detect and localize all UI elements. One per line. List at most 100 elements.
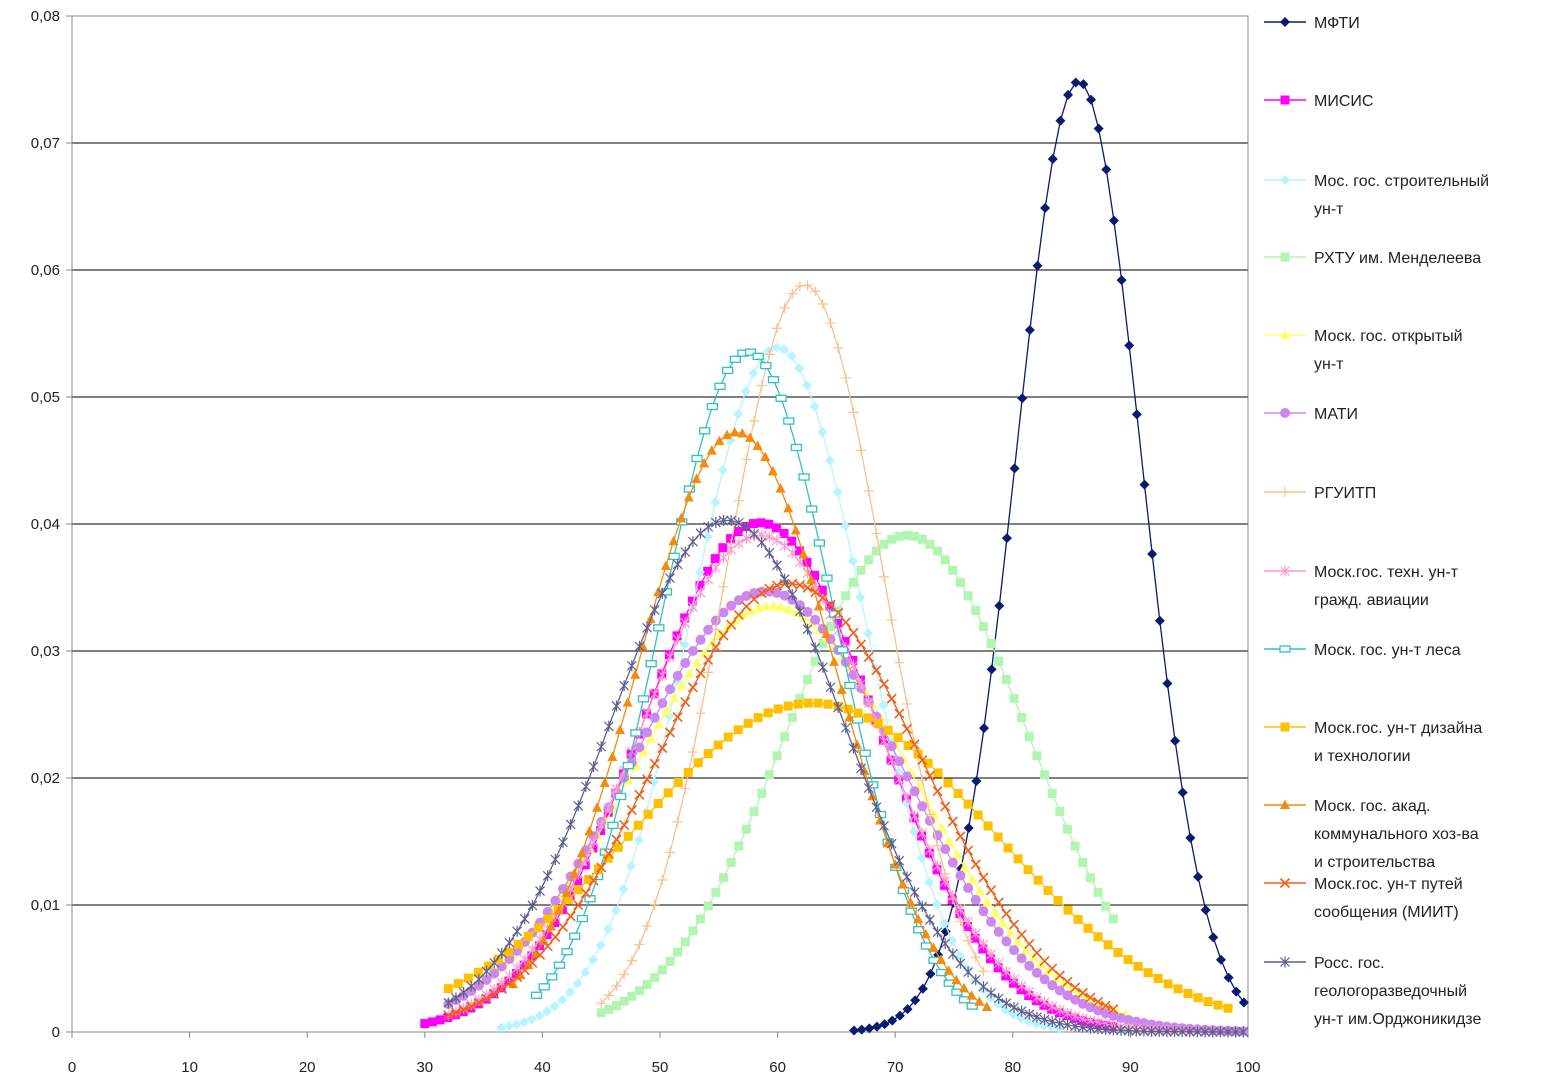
data-point	[649, 688, 660, 700]
data-point	[649, 758, 660, 769]
data-point	[943, 778, 953, 788]
data-point	[618, 884, 629, 895]
data-point	[1040, 203, 1051, 214]
series-6	[596, 280, 989, 1009]
data-point	[713, 740, 723, 750]
data-point	[940, 801, 951, 812]
data-point	[947, 857, 958, 868]
data-point	[760, 361, 772, 370]
data-point	[588, 875, 599, 886]
data-point	[978, 966, 989, 977]
y-tick-label: 0,08	[31, 8, 60, 25]
data-point	[1017, 712, 1027, 722]
data-point	[1203, 997, 1213, 1007]
data-point	[836, 684, 847, 694]
data-point	[684, 668, 695, 678]
data-point	[1115, 1012, 1126, 1023]
data-point	[963, 935, 974, 946]
data-point	[557, 921, 569, 932]
legend-label: гражд. авиации	[1314, 592, 1429, 609]
data-point	[503, 1021, 514, 1032]
data-point	[1031, 967, 1042, 978]
data-point	[794, 363, 805, 374]
data-point	[1124, 340, 1135, 351]
data-point	[572, 978, 583, 989]
data-point	[542, 1006, 553, 1017]
data-point	[688, 536, 698, 548]
data-point	[840, 372, 851, 383]
data-point	[550, 918, 560, 928]
data-point	[1054, 970, 1065, 981]
data-point	[718, 552, 729, 564]
data-point	[1001, 936, 1012, 947]
data-point	[710, 497, 721, 508]
data-point	[737, 427, 748, 438]
data-point	[1085, 1002, 1096, 1013]
data-point	[944, 836, 955, 846]
data-point	[958, 982, 969, 993]
x-tick-label: 10	[181, 1059, 198, 1076]
data-point	[768, 600, 779, 611]
data-point	[817, 426, 828, 437]
legend-swatch-marker	[1280, 487, 1290, 497]
series-line	[448, 583, 1114, 1016]
data-point	[703, 521, 714, 533]
data-point	[435, 1015, 445, 1025]
data-point	[680, 658, 691, 669]
x-tick-label: 90	[1122, 1059, 1139, 1076]
data-point	[978, 981, 989, 993]
data-point	[856, 639, 867, 650]
data-point	[710, 615, 721, 626]
data-point	[764, 531, 775, 543]
data-point	[1161, 1026, 1172, 1038]
data-point	[1063, 89, 1074, 100]
data-point	[1073, 914, 1083, 924]
data-point	[723, 732, 733, 742]
data-point	[1009, 693, 1019, 703]
data-point	[611, 700, 622, 712]
data-point	[909, 826, 920, 837]
data-point	[657, 587, 668, 599]
data-point	[473, 967, 483, 977]
data-point	[764, 519, 774, 529]
data-point	[1108, 1024, 1119, 1036]
x-tick-label: 40	[534, 1059, 551, 1076]
data-point	[806, 574, 817, 584]
data-point	[569, 932, 581, 940]
data-point	[971, 776, 982, 787]
data-point	[1003, 843, 1013, 853]
data-point	[897, 878, 908, 889]
data-point	[871, 665, 882, 676]
x-tick-label: 30	[416, 1059, 433, 1076]
data-point	[951, 974, 962, 985]
data-point	[779, 573, 790, 585]
data-point	[626, 660, 637, 672]
data-point	[703, 573, 714, 585]
data-point	[932, 786, 943, 797]
data-point	[680, 937, 690, 947]
data-point	[940, 938, 951, 950]
data-point	[771, 342, 782, 353]
data-point	[637, 641, 648, 651]
data-point	[1023, 1016, 1034, 1027]
data-point	[729, 427, 740, 437]
data-point	[645, 659, 657, 668]
data-point	[722, 429, 733, 440]
data-point	[665, 956, 675, 966]
legend-swatch-marker	[1279, 645, 1291, 653]
data-point	[871, 546, 881, 556]
data-point	[634, 986, 644, 996]
legend-item: Мос. гос. строительный ун-т	[1264, 173, 1489, 218]
data-point	[626, 804, 637, 816]
data-point	[1024, 1008, 1035, 1020]
data-point	[1016, 1013, 1027, 1024]
data-point	[563, 895, 573, 905]
data-point	[928, 942, 939, 952]
data-point	[1063, 905, 1073, 915]
data-point	[910, 995, 921, 1006]
data-point	[1085, 992, 1096, 1003]
data-point	[932, 926, 943, 938]
data-point	[894, 1010, 905, 1021]
data-point	[787, 547, 798, 559]
data-point	[1001, 908, 1012, 919]
